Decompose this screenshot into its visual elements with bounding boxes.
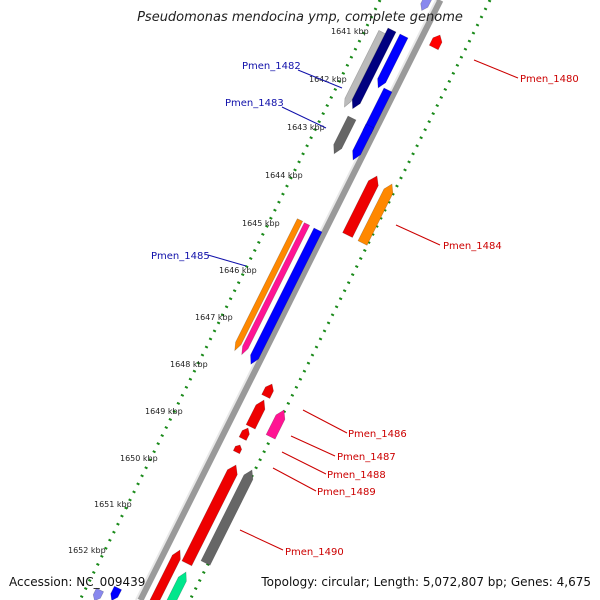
- leader-line: [239, 529, 284, 551]
- gene-arrow[interactable]: [342, 175, 379, 238]
- gene-arrow-pmen-1487[interactable]: [245, 399, 266, 430]
- kbp-label: 1643 kbp: [287, 123, 325, 132]
- genome-summary-text: Topology: circular; Length: 5,072,807 bp…: [261, 575, 591, 589]
- gene-arrow-pmen-1484[interactable]: [357, 183, 394, 246]
- kbp-label: 1642 kbp: [309, 75, 347, 84]
- gene-label-pmen-1484[interactable]: Pmen_1484: [443, 241, 502, 252]
- gene-arrow[interactable]: [149, 549, 181, 600]
- gene-arrow-pmen-1488[interactable]: [238, 427, 250, 441]
- kbp-label: 1650 kbp: [120, 454, 158, 463]
- gene-arrow-pmen-1485[interactable]: [250, 227, 323, 365]
- gene-label-pmen-1487[interactable]: Pmen_1487: [337, 452, 396, 463]
- kbp-label: 1652 kbp: [68, 546, 106, 555]
- gene-arrow-pmen-1486[interactable]: [261, 383, 274, 399]
- leader-line: [290, 435, 336, 457]
- kbp-label: 1646 kbp: [219, 266, 257, 275]
- gene-arrow[interactable]: [420, 0, 432, 11]
- kbp-label: 1648 kbp: [170, 360, 208, 369]
- gene-arrow[interactable]: [92, 587, 105, 600]
- gene-arrow[interactable]: [333, 115, 357, 155]
- kbp-label: 1641 kbp: [331, 27, 369, 36]
- gene-arrow[interactable]: [351, 27, 397, 110]
- map-title: Pseudomonas mendocina ymp, complete geno…: [137, 10, 463, 25]
- gene-label-pmen-1488[interactable]: Pmen_1488: [327, 470, 386, 481]
- gene-arrow[interactable]: [164, 571, 187, 600]
- gene-arrow[interactable]: [352, 123, 375, 161]
- gene-arrow-pmen-1480[interactable]: [428, 34, 443, 51]
- gene-label-pmen-1486[interactable]: Pmen_1486: [348, 429, 407, 440]
- leader-line: [395, 224, 441, 246]
- leader-line: [281, 106, 327, 129]
- gene-label-pmen-1485[interactable]: Pmen_1485: [151, 251, 210, 262]
- gene-arrow-pmen-1490[interactable]: [200, 469, 254, 566]
- kbp-label: 1647 kbp: [195, 313, 233, 322]
- leader-line: [272, 467, 317, 492]
- leader-line: [281, 451, 327, 475]
- gene-arrow[interactable]: [344, 29, 386, 108]
- leader-line: [473, 59, 519, 79]
- gene-arrow[interactable]: [110, 585, 123, 600]
- gene-arrow[interactable]: [265, 409, 286, 440]
- gene-arrow-pmen-1489[interactable]: [232, 444, 243, 455]
- leader-line: [297, 69, 343, 89]
- gene-arrow[interactable]: [241, 222, 311, 356]
- gene-label-pmen-1489[interactable]: Pmen_1489: [317, 487, 376, 498]
- gene-arrow-pmen-1482[interactable]: [377, 33, 409, 89]
- gene-label-pmen-1480[interactable]: Pmen_1480: [520, 74, 579, 85]
- genome-backbone: [136, 0, 444, 600]
- gene-label-pmen-1490[interactable]: Pmen_1490: [285, 547, 344, 558]
- accession-text: Accession: NC_009439: [9, 575, 146, 589]
- kbp-label: 1649 kbp: [145, 407, 183, 416]
- leader-line: [302, 409, 348, 434]
- gene-label-pmen-1482[interactable]: Pmen_1482: [242, 61, 301, 72]
- gene-arrow[interactable]: [181, 464, 238, 567]
- kbp-label: 1645 kbp: [242, 219, 280, 228]
- leader-line: [207, 254, 247, 267]
- kbp-label: 1651 kbp: [94, 500, 132, 509]
- gene-label-pmen-1483[interactable]: Pmen_1483: [225, 98, 284, 109]
- gene-arrow[interactable]: [234, 218, 304, 352]
- outer-tick-track: [78, 0, 382, 600]
- kbp-label: 1644 kbp: [265, 171, 303, 180]
